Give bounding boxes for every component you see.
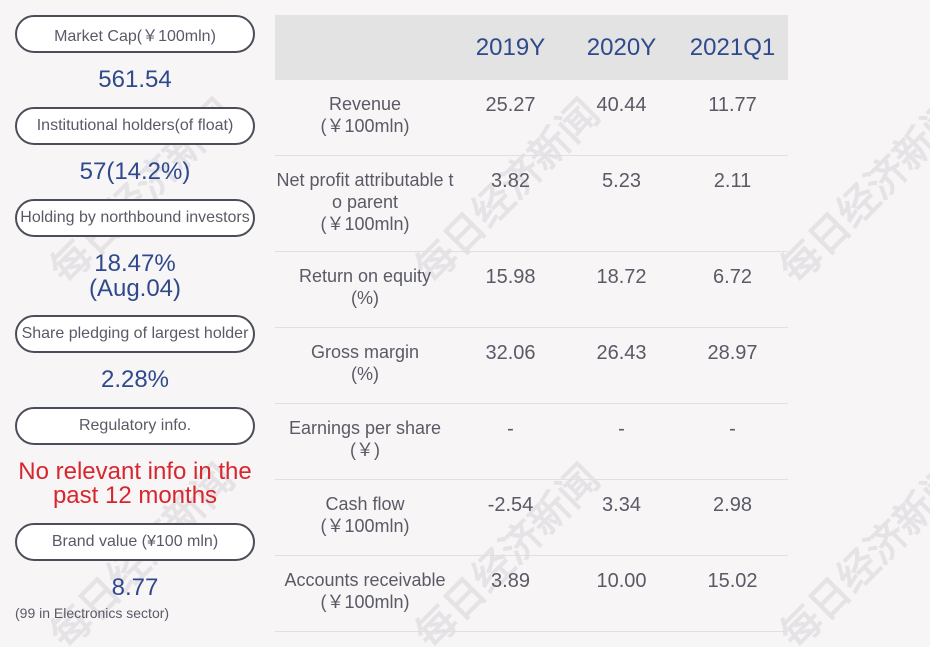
row-label-line: Earnings per share [288,418,442,438]
row-label: Earnings per share (￥) [275,404,455,479]
table-cell: 10.00 [596,570,647,592]
row-label: Accounts receivable (￥100mln) [275,556,455,631]
watermark: 每日经济新闻 [771,455,930,647]
row-label-line: Accounts receivable [284,570,446,590]
brand-value-label: Brand value (¥100 mln) [15,523,255,561]
table-cell: 32.06 [485,342,536,364]
row-label-unit: (￥100mln) [320,214,410,234]
header-cell: 2019Y [475,33,546,61]
regulatory-info-label: Regulatory info. [15,407,255,445]
regulatory-info-value-line2: past 12 months [52,482,218,509]
financial-table: 2019Y 2020Y 2021Q1 Revenue (￥100mln) 25.… [275,15,788,632]
table-cell: - [618,418,625,440]
row-label-line: Net profit attributable t [276,170,454,190]
row-label-line: Gross margin [310,342,420,362]
northbound-holding-label: Holding by northbound investors [15,199,255,237]
table-cell: 15.02 [707,570,758,592]
share-pledging-value: 2.28% [100,366,170,393]
table-cell: 25.27 [485,94,536,116]
table-cell: 40.44 [596,94,647,116]
row-label-unit: (￥) [350,440,380,460]
table-cell: 18.72 [596,266,647,288]
table-cell: 15.98 [485,266,536,288]
table-row: Accounts receivable (￥100mln) 3.89 10.00… [275,556,788,632]
table-header: 2019Y 2020Y 2021Q1 [275,15,788,80]
northbound-holding-value: 18.47% [94,250,176,277]
row-label-line: Revenue [328,94,402,114]
market-cap-value: 561.54 [98,66,172,93]
institutional-holders-label: Institutional holders(of float) [15,107,255,145]
table-row: Return on equity (%) 15.98 18.72 6.72 [275,252,788,328]
table-cell: 2.11 [713,170,752,192]
table-cell: -2.54 [487,494,534,516]
table-cell: 11.77 [708,94,757,116]
row-label-line: Return on equity [298,266,432,286]
row-label: Return on equity (%) [275,252,455,327]
row-label: Gross margin (%) [275,328,455,403]
table-cell: 3.89 [491,570,530,592]
table-row: Gross margin (%) 32.06 26.43 28.97 [275,328,788,404]
brand-value: 8.77 [111,574,159,601]
row-label-unit: (￥100mln) [320,592,410,612]
row-label-line: o parent [331,192,399,212]
table-cell: 3.34 [602,494,641,516]
watermark: 每日经济新闻 [771,90,930,293]
row-label: Net profit attributable t o parent (￥100… [275,156,455,251]
row-label-unit: (%) [351,288,379,308]
row-label: Revenue (￥100mln) [275,80,455,155]
header-cell [275,15,455,80]
table-row: Cash flow (￥100mln) -2.54 3.34 2.98 [275,480,788,556]
row-label: Cash flow (￥100mln) [275,480,455,555]
table-cell: 3.82 [491,170,530,192]
row-label-unit: (￥100mln) [320,116,410,136]
header-cell: 2021Q1 [689,33,776,61]
row-label-line: Cash flow [325,494,405,514]
northbound-holding-date: (Aug.04) [88,275,182,302]
brand-value-note: (99 in Electronics sector) [15,605,170,621]
table-cell: 5.23 [602,170,641,192]
institutional-holders-value: 57(14.2%) [79,158,191,185]
header-cell: 2020Y [586,33,657,61]
row-label-unit: (%) [351,364,379,384]
table-row: Net profit attributable t o parent (￥100… [275,156,788,252]
table-cell: 6.72 [713,266,752,288]
row-label-unit: (￥100mln) [320,516,410,536]
table-row: Earnings per share (￥) - - - [275,404,788,480]
market-cap-label: Market Cap(￥100mln) [15,15,255,53]
table-row: Revenue (￥100mln) 25.27 40.44 11.77 [275,80,788,156]
share-pledging-label: Share pledging of largest holder [15,315,255,353]
table-cell: 28.97 [707,342,758,364]
table-cell: 2.98 [713,494,752,516]
regulatory-info-value: No relevant info in the [18,458,252,485]
table-cell: - [507,418,514,440]
table-cell: 26.43 [596,342,647,364]
table-cell: - [729,418,736,440]
